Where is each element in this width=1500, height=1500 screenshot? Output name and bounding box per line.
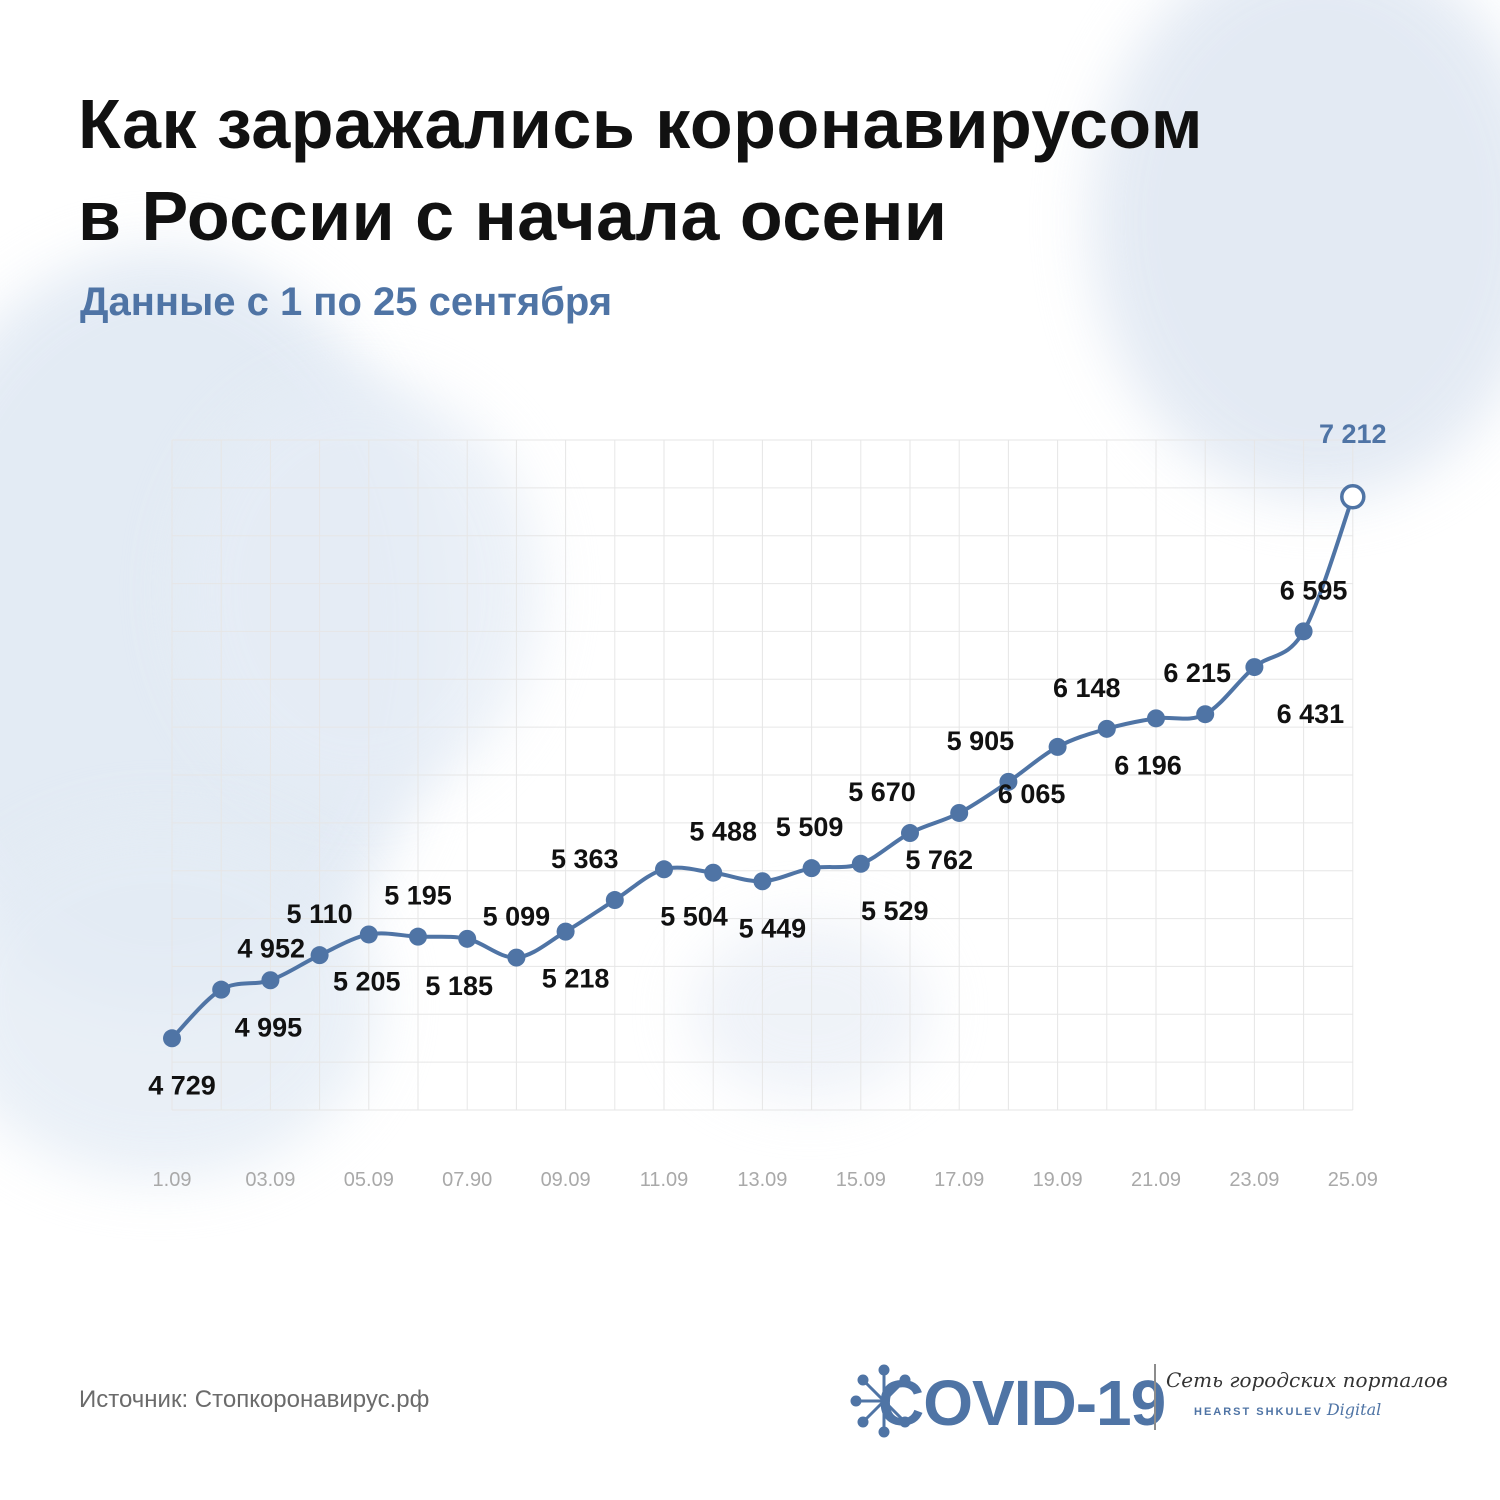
value-label: 6 595 bbox=[1280, 575, 1348, 605]
x-tick-label: 17.09 bbox=[934, 1169, 984, 1191]
value-label: 6 148 bbox=[1053, 673, 1121, 703]
value-label: 5 449 bbox=[739, 913, 807, 943]
value-labels: 4 729 4 952 4 995 5 110 5 205 5 195 5 185 5 099… bbox=[148, 419, 1386, 1100]
data-point bbox=[605, 891, 624, 910]
value-label: 5 205 bbox=[333, 966, 401, 996]
x-tick-label: 05.09 bbox=[344, 1169, 394, 1191]
value-label: 5 488 bbox=[689, 817, 757, 847]
data-point bbox=[458, 929, 477, 948]
value-label: 5 529 bbox=[861, 896, 929, 926]
value-label: 4 952 bbox=[237, 934, 305, 964]
x-tick-label: 11.09 bbox=[640, 1169, 689, 1191]
data-point bbox=[851, 854, 870, 873]
data-point bbox=[163, 1029, 181, 1048]
brand-line: HEARST SHKULEV Digital bbox=[1194, 1400, 1381, 1420]
value-label: 5 110 bbox=[287, 899, 353, 929]
x-tick-label: 09.09 bbox=[541, 1169, 591, 1191]
data-point bbox=[1294, 622, 1313, 641]
data-point bbox=[1196, 705, 1215, 724]
value-label: 4 729 bbox=[148, 1070, 216, 1100]
data-point bbox=[753, 872, 772, 891]
data-point bbox=[655, 860, 673, 879]
data-point bbox=[556, 922, 575, 941]
logo-divider bbox=[1154, 1364, 1156, 1430]
covid-logo: COVID-19 Сеть городских порталов HEARST … bbox=[848, 1356, 1448, 1446]
data-point bbox=[1245, 658, 1264, 677]
value-label: 5 185 bbox=[425, 971, 493, 1001]
data-point bbox=[704, 863, 723, 882]
value-label: 7 212 bbox=[1319, 419, 1387, 449]
covid-wordmark: COVID-19 bbox=[878, 1367, 1166, 1439]
chart-grid bbox=[171, 439, 1354, 1111]
value-label: 6 431 bbox=[1277, 699, 1345, 729]
data-point bbox=[1048, 737, 1067, 756]
x-tick-label: 25.09 bbox=[1328, 1169, 1378, 1191]
value-label: 5 504 bbox=[660, 901, 728, 931]
value-label: 5 363 bbox=[551, 844, 619, 874]
value-label: 5 099 bbox=[483, 902, 551, 932]
value-label: 6 215 bbox=[1163, 658, 1231, 688]
value-label: 5 509 bbox=[776, 812, 844, 842]
x-tick-label: 07.90 bbox=[442, 1169, 492, 1191]
value-label: 5 905 bbox=[947, 726, 1015, 756]
data-point bbox=[1097, 719, 1116, 738]
data-point bbox=[802, 859, 821, 878]
x-tick-label: 1.09 bbox=[153, 1169, 192, 1191]
value-label: 5 218 bbox=[542, 964, 610, 994]
network-name: Сеть городских порталов bbox=[1166, 1368, 1448, 1392]
brand-suffix: Digital bbox=[1326, 1400, 1382, 1419]
data-point bbox=[507, 948, 526, 967]
x-tick-label: 19.09 bbox=[1033, 1169, 1083, 1191]
value-label: 4 995 bbox=[235, 1012, 303, 1042]
title-line-1: Как заражались коронавирусом bbox=[78, 85, 1204, 163]
data-point bbox=[999, 772, 1018, 791]
data-point bbox=[212, 980, 231, 999]
brand-name: HEARST SHKULEV bbox=[1194, 1406, 1323, 1418]
x-tick-label: 21.09 bbox=[1131, 1169, 1181, 1191]
data-point bbox=[409, 927, 427, 946]
value-label: 6 065 bbox=[998, 779, 1066, 809]
data-point bbox=[1340, 484, 1366, 510]
data-point bbox=[310, 946, 329, 965]
data-point bbox=[901, 824, 919, 843]
value-label: 5 670 bbox=[848, 777, 916, 807]
value-label: 6 196 bbox=[1114, 750, 1182, 780]
x-axis-ticks: 1.09 03.09 05.09 07.90 09.09 11.09 13.09 15.09 1… bbox=[153, 1169, 1378, 1191]
title-line-2: в России с начала осени bbox=[78, 177, 948, 255]
data-point bbox=[359, 925, 378, 944]
virus-icon bbox=[850, 1364, 911, 1438]
data-point bbox=[1147, 709, 1165, 728]
x-tick-label: 15.09 bbox=[836, 1169, 886, 1191]
chart-subtitle: Данные с 1 по 25 сентября bbox=[80, 280, 613, 324]
data-point bbox=[261, 971, 280, 990]
value-label: 5 762 bbox=[905, 845, 973, 875]
data-point bbox=[950, 803, 969, 822]
source-note: Источник: Стопкоронавирус.рф bbox=[79, 1386, 430, 1413]
x-tick-label: 13.09 bbox=[737, 1169, 787, 1191]
data-points bbox=[163, 484, 1366, 1048]
x-tick-label: 23.09 bbox=[1229, 1169, 1279, 1191]
page-title: Как заражались коронавирусом в России с … bbox=[78, 78, 1203, 262]
value-label: 5 195 bbox=[384, 881, 452, 911]
x-tick-label: 03.09 bbox=[245, 1169, 295, 1191]
